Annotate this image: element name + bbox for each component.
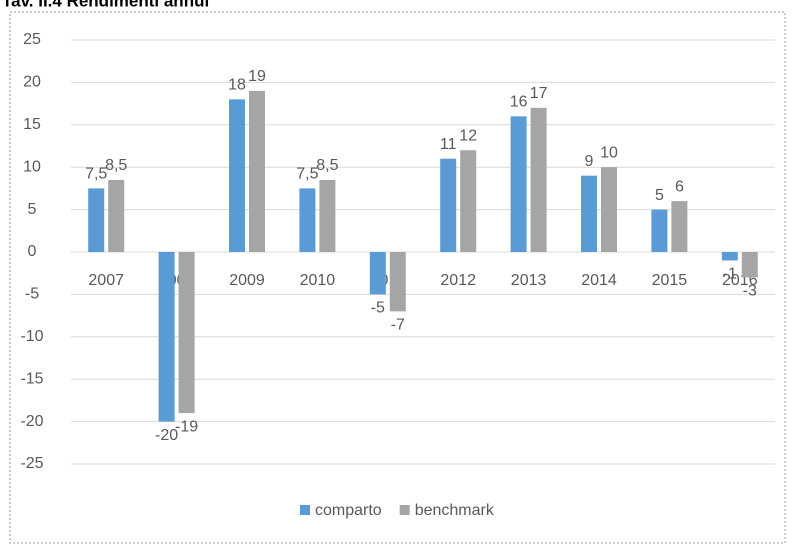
data-label: 8,5	[316, 157, 338, 174]
legend-swatch	[399, 505, 410, 515]
y-tick-label: 25	[23, 31, 41, 48]
y-tick-label: -20	[20, 413, 43, 430]
bar	[741, 252, 758, 278]
bar	[581, 175, 597, 252]
y-tick-label: -25	[20, 455, 43, 472]
bar	[460, 150, 477, 252]
bar	[178, 252, 195, 414]
bar	[721, 252, 738, 261]
legend-swatch	[300, 505, 310, 515]
chart-frame	[9, 11, 786, 544]
bar	[651, 209, 668, 252]
data-label: -7	[391, 317, 405, 334]
data-label: 11	[440, 136, 457, 153]
chart-title: Tav. II.4 Rendimenti annui	[2, 0, 209, 10]
legend-label: benchmark	[415, 502, 495, 519]
x-tick-label: 2009	[229, 272, 265, 289]
x-tick-label: 2010	[300, 272, 336, 289]
x-tick-label: 2015	[652, 272, 688, 289]
y-tick-label: 15	[23, 116, 41, 133]
data-label: 7,5	[296, 166, 318, 183]
bar	[229, 99, 245, 252]
bar	[319, 179, 336, 252]
data-label: -19	[175, 418, 198, 435]
x-tick-label: 2007	[88, 272, 124, 289]
bar	[671, 201, 688, 252]
data-label: -1	[723, 266, 737, 283]
x-tick-label: 2013	[511, 272, 547, 289]
legend-label: comparto	[315, 502, 382, 519]
y-tick-label: -10	[20, 328, 43, 345]
y-tick-label: -15	[20, 370, 43, 387]
data-label: 9	[585, 153, 594, 170]
y-tick-label: 5	[28, 201, 37, 218]
bar	[88, 188, 105, 252]
bar	[601, 167, 617, 252]
data-label: 6	[675, 178, 684, 195]
x-tick-label: 2014	[581, 272, 617, 289]
data-label: 18	[228, 77, 246, 94]
data-label: -5	[371, 300, 385, 317]
data-label: 7,5	[85, 166, 107, 183]
x-tick-label: 2012	[440, 272, 476, 289]
data-label: 17	[530, 85, 548, 102]
y-tick-label: 10	[23, 158, 41, 175]
data-label: -3	[743, 283, 757, 300]
data-label: 16	[510, 94, 528, 111]
bar	[510, 116, 527, 252]
data-label: 19	[248, 68, 266, 85]
bar	[108, 179, 125, 252]
y-tick-label: 20	[23, 74, 41, 91]
data-label: 5	[655, 187, 664, 204]
data-label: 8,5	[105, 157, 127, 174]
y-tick-label: -5	[25, 286, 39, 303]
bar	[369, 252, 386, 295]
bar	[249, 90, 265, 252]
y-tick-label: 0	[28, 243, 37, 260]
bar	[440, 158, 457, 252]
data-label: 12	[459, 127, 477, 144]
bar	[389, 252, 406, 312]
bar	[530, 107, 547, 252]
bar	[299, 188, 316, 252]
data-label: -20	[155, 427, 178, 444]
data-label: 10	[600, 144, 618, 161]
bar	[158, 252, 175, 422]
